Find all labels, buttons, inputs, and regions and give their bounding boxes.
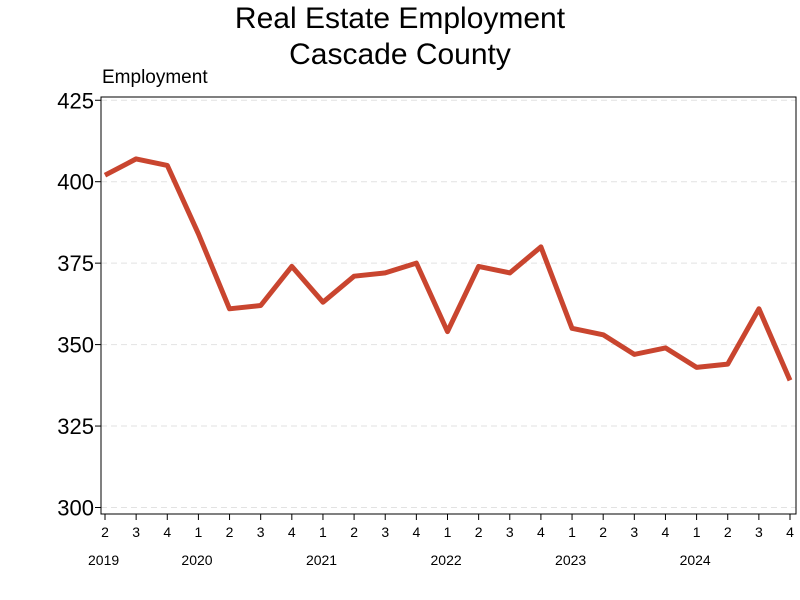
x-quarter-label: 2 xyxy=(724,524,732,540)
x-quarter-label: 3 xyxy=(381,524,389,540)
x-quarter-label: 4 xyxy=(412,524,420,540)
y-tick-label: 325 xyxy=(57,414,94,439)
x-quarter-label: 1 xyxy=(693,524,701,540)
x-quarter-label: 1 xyxy=(195,524,203,540)
x-quarter-label: 1 xyxy=(568,524,576,540)
x-quarter-label: 4 xyxy=(662,524,670,540)
x-year-label: 2024 xyxy=(680,552,711,568)
y-tick-label: 350 xyxy=(57,333,94,358)
x-quarter-label: 4 xyxy=(786,524,794,540)
x-year-label: 2023 xyxy=(555,552,586,568)
x-year-label: 2021 xyxy=(306,552,337,568)
y-tick-label: 425 xyxy=(57,88,94,113)
x-year-label: 2019 xyxy=(88,552,119,568)
x-quarter-label: 1 xyxy=(319,524,327,540)
chart-title-line-2: Cascade County xyxy=(289,38,511,71)
x-quarter-label: 3 xyxy=(257,524,265,540)
x-quarter-label: 2 xyxy=(226,524,234,540)
plot-frame xyxy=(100,96,797,515)
x-quarter-label: 3 xyxy=(506,524,514,540)
x-quarter-label: 2 xyxy=(475,524,483,540)
x-quarter-label: 2 xyxy=(599,524,607,540)
x-quarter-label: 3 xyxy=(132,524,140,540)
x-quarter-label: 1 xyxy=(444,524,452,540)
y-axis-label: Employment xyxy=(102,67,208,88)
x-quarter-label: 2 xyxy=(350,524,358,540)
x-quarter-label: 2 xyxy=(101,524,109,540)
x-year-label: 2020 xyxy=(181,552,212,568)
series-line xyxy=(103,156,793,382)
x-quarter-label: 4 xyxy=(163,524,171,540)
y-tick-label: 400 xyxy=(57,170,94,195)
x-quarter-label: 3 xyxy=(630,524,638,540)
y-tick-label: 300 xyxy=(57,495,94,520)
x-quarter-label: 3 xyxy=(755,524,763,540)
x-quarter-label: 4 xyxy=(537,524,545,540)
x-quarter-label: 4 xyxy=(288,524,296,540)
chart-title-line-1: Real Estate Employment xyxy=(234,2,566,35)
x-year-label: 2022 xyxy=(431,552,462,568)
y-tick-label: 375 xyxy=(57,251,94,276)
